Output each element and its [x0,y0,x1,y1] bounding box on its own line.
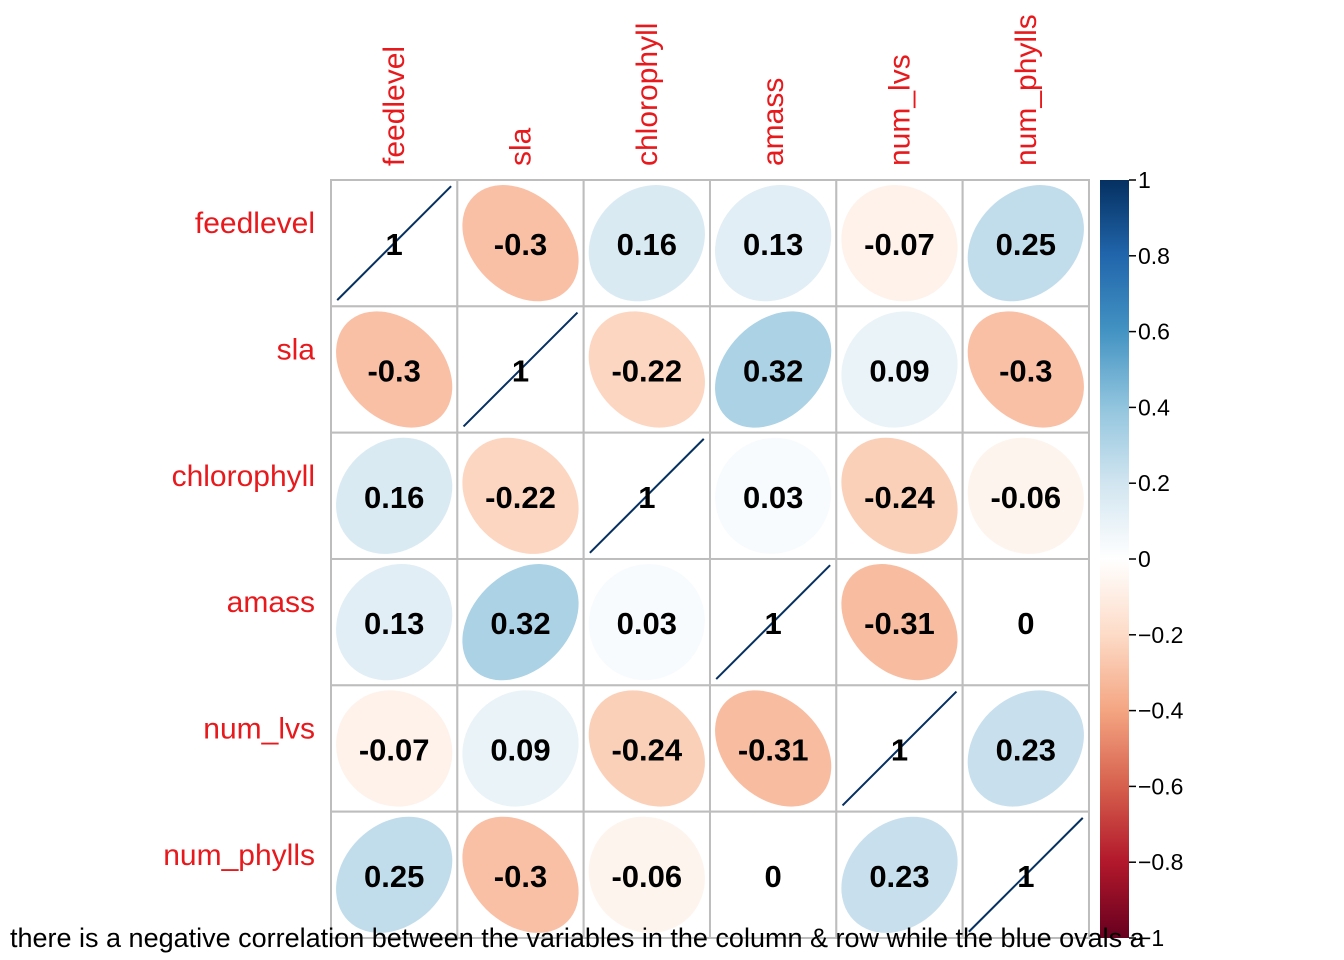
ellipse-mark-5-4 [841,816,958,933]
ellipse-mark-3-3 [715,564,831,680]
ellipse-mark-3-2 [588,564,705,681]
colorbar-tick-label-1: 0.8 [1138,243,1170,269]
row-label-amass: amass [227,586,315,619]
ellipse-mark-4-5 [967,690,1084,807]
value-label-1-1: 1 [512,353,529,388]
ellipse-mark-4-0 [336,690,453,807]
value-label-2-3: 0.03 [743,480,803,515]
column-label-feedlevel: feedlevel [378,46,411,166]
value-label-1-3: 0.32 [743,353,803,388]
ellipse-mark-0-4 [841,185,958,302]
colorbar [1100,180,1129,938]
colorbar-tick-label-6: −0.2 [1138,622,1183,648]
ellipse-mark-3-1 [462,564,579,681]
row-label-sla: sla [277,333,316,366]
ellipse-mark-5-1 [462,816,579,933]
ellipse-mark-5-5 [968,817,1084,933]
value-label-5-1: -0.3 [494,859,547,894]
value-label-5-3: 0 [765,859,782,894]
ellipse-mark-3-5 [967,564,1084,681]
value-label-3-1: 0.32 [490,606,550,641]
ellipse-mark-4-2 [588,690,705,807]
ellipse-mark-2-3 [715,437,832,554]
ellipse-mark-0-5 [967,185,1084,302]
ellipse-mark-2-0 [336,437,453,554]
value-label-2-4: -0.24 [864,480,935,515]
ellipse-mark-4-1 [462,690,579,807]
value-label-5-0: 0.25 [364,859,424,894]
ellipse-mark-3-0 [336,564,453,681]
ellipse-mark-1-2 [588,311,705,428]
ellipse-mark-1-4 [841,311,958,428]
colorbar-tick-label-2: 0.6 [1138,319,1170,345]
ellipse-mark-5-0 [336,816,453,933]
value-label-1-2: -0.22 [611,353,682,388]
ellipse-mark-0-3 [715,185,832,302]
row-label-feedlevel: feedlevel [195,207,315,240]
value-label-4-5: 0.23 [996,732,1056,767]
colorbar-tick-label-0: 1 [1138,167,1151,193]
row-label-num_phylls: num_phylls [163,839,315,872]
row-label-chlorophyll: chlorophyll [172,460,315,493]
column-label-num_lvs: num_lvs [883,54,916,166]
value-label-0-4: -0.07 [864,227,935,262]
value-label-3-5: 0 [1017,606,1034,641]
column-label-sla: sla [504,127,537,166]
value-label-1-0: -0.3 [367,353,420,388]
ellipse-mark-2-2 [589,438,705,554]
value-label-5-5: 1 [1017,859,1034,894]
ellipse-mark-0-1 [462,185,579,302]
value-label-3-4: -0.31 [864,606,935,641]
ellipse-mark-2-5 [967,437,1084,554]
value-label-0-5: 0.25 [996,227,1056,262]
value-label-4-2: -0.24 [611,732,682,767]
colorbar-tick-label-7: −0.4 [1138,698,1184,724]
value-label-0-2: 0.16 [617,227,677,262]
value-label-2-2: 1 [638,480,655,515]
caption-text: there is a negative correlation between … [10,923,1145,953]
value-label-3-3: 1 [765,606,782,641]
value-label-0-1: -0.3 [494,227,547,262]
colorbar-tick-label-4: 0.2 [1138,470,1170,496]
ellipse-mark-5-2 [588,816,705,933]
column-label-chlorophyll: chlorophyll [631,23,664,166]
ellipse-mark-5-3 [715,816,832,933]
value-label-3-2: 0.03 [617,606,677,641]
ellipse-mark-1-0 [336,311,453,428]
value-label-0-3: 0.13 [743,227,803,262]
ellipse-mark-0-0 [336,185,452,301]
ellipse-mark-1-1 [462,311,579,428]
value-label-5-4: 0.23 [869,859,929,894]
value-label-2-1: -0.22 [485,480,556,515]
value-label-5-2: -0.06 [611,859,682,894]
value-label-4-3: -0.31 [738,732,809,767]
value-label-0-0: 1 [386,227,403,262]
value-label-4-4: 1 [891,732,908,767]
ellipse-mark-1-5 [967,311,1084,428]
value-label-3-0: 0.13 [364,606,424,641]
value-label-1-4: 0.09 [869,353,929,388]
colorbar-tick-label-3: 0.4 [1138,394,1170,420]
ellipse-mark-4-3 [715,690,832,807]
value-label-4-1: 0.09 [490,732,550,767]
value-label-2-5: -0.06 [990,480,1061,515]
column-label-amass: amass [757,78,790,166]
row-label-num_lvs: num_lvs [203,712,315,745]
colorbar-tick-label-8: −0.6 [1138,773,1183,799]
column-label-num_phylls: num_phylls [1010,14,1043,166]
colorbar-tick-label-10: −1 [1138,925,1164,951]
value-label-2-0: 0.16 [364,480,424,515]
ellipse-mark-4-4 [841,690,958,807]
ellipse-mark-1-3 [715,311,832,428]
value-label-1-5: -0.3 [999,353,1052,388]
ellipse-mark-3-4 [841,564,958,681]
ellipse-mark-2-1 [462,437,579,554]
ellipse-mark-2-4 [841,437,958,554]
colorbar-tick-label-9: −0.8 [1138,849,1183,875]
ellipse-mark-0-2 [588,185,705,302]
value-label-4-0: -0.07 [359,732,430,767]
colorbar-tick-label-5: 0 [1138,546,1151,572]
